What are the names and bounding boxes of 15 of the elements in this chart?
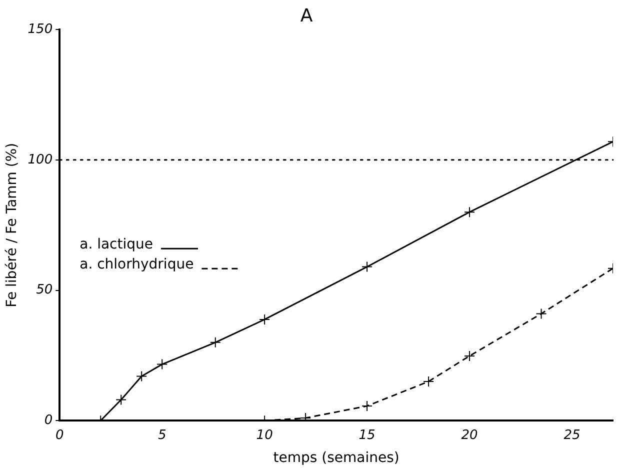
x-tick-label: 10 (256, 428, 273, 443)
x-tick-label: 25 (564, 428, 580, 443)
y-tick-label: 0 (44, 412, 53, 428)
x-tick-label: 5 (158, 428, 166, 443)
x-tick-label: 15 (358, 428, 376, 443)
legend-label: a. chlorhydrique (80, 256, 194, 272)
y-tick-label: 50 (36, 282, 53, 298)
legend-label: a. lactique (80, 236, 154, 252)
x-axis-title: temps (semaines) (273, 450, 400, 466)
x-tick-label: 0 (55, 428, 64, 443)
y-tick-label: 100 (28, 152, 53, 168)
y-tick-label: 150 (28, 22, 53, 37)
x-tick-label: 20 (461, 428, 478, 443)
chart-title: A (300, 5, 314, 26)
y-axis-title: Fe libéré / Fe Tamm (%) (4, 142, 20, 308)
